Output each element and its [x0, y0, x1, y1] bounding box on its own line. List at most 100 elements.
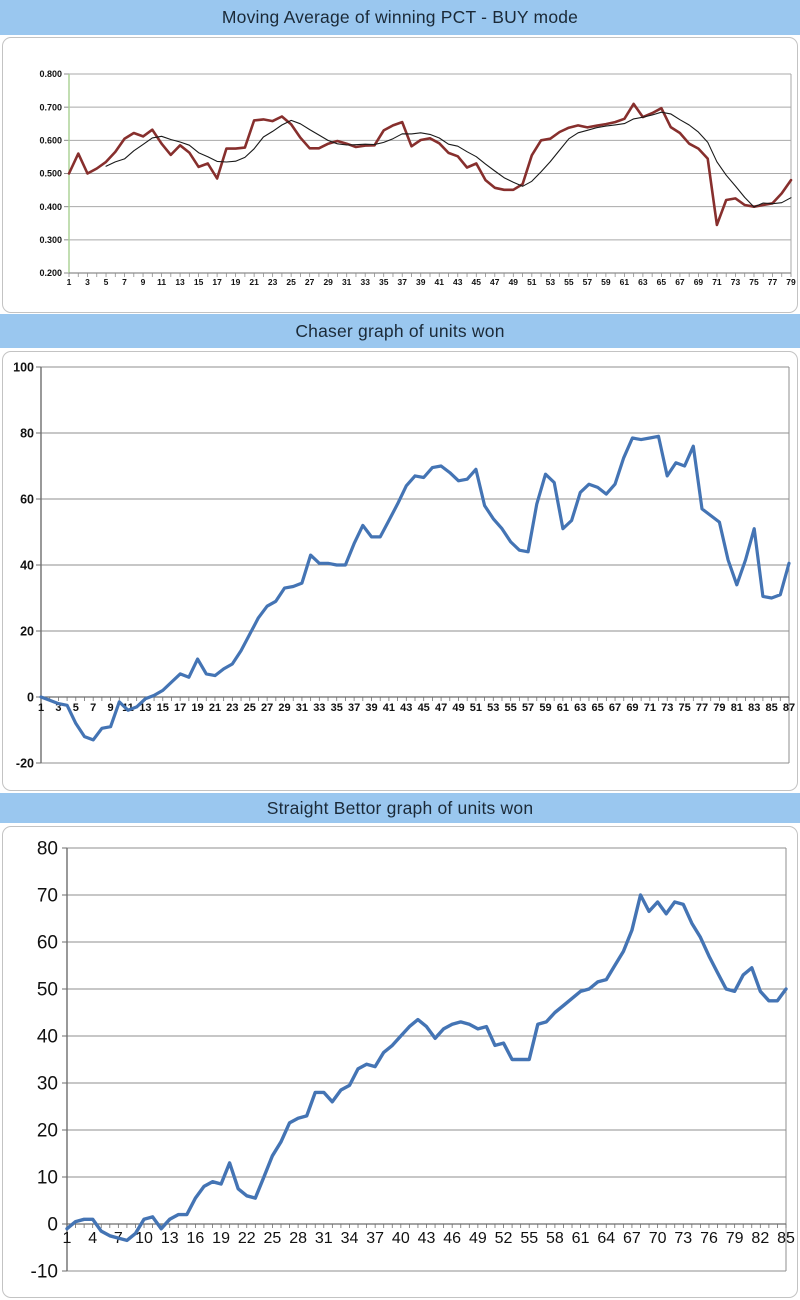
x-tick-label: 47: [435, 702, 447, 714]
x-tick-label: 3: [85, 277, 90, 287]
x-tick-label: 73: [731, 277, 741, 287]
series-line-units-won: [39, 434, 791, 742]
y-tick-label: 50: [37, 980, 58, 1001]
x-tick-label: 61: [557, 702, 569, 714]
x-tick-label: 31: [342, 277, 352, 287]
y-tick-label: 0.200: [39, 268, 62, 278]
x-tick-label: 79: [786, 277, 796, 287]
x-tick-label: 43: [453, 277, 463, 287]
x-tick-label: 15: [157, 702, 169, 714]
x-tick-label: 61: [572, 1230, 590, 1247]
x-tick-label: 35: [379, 277, 389, 287]
x-tick-label: 21: [249, 277, 259, 287]
x-tick-label: 59: [601, 277, 611, 287]
x-tick-label: 41: [435, 277, 445, 287]
x-tick-label: 1: [63, 1230, 72, 1247]
x-tick-label: 34: [341, 1230, 359, 1247]
x-tick-label: 43: [418, 1230, 436, 1247]
x-tick-label: 55: [564, 277, 574, 287]
y-tick-label: -10: [31, 1262, 58, 1283]
x-tick-label: 17: [212, 277, 222, 287]
x-tick-label: 67: [623, 1230, 641, 1247]
y-tick-label: 0.300: [39, 235, 62, 245]
x-tick-label: 82: [751, 1230, 769, 1247]
x-tick-label: 5: [104, 277, 109, 287]
x-tick-label: 3: [55, 702, 61, 714]
x-tick-label: 31: [315, 1230, 333, 1247]
x-tick-label: 46: [443, 1230, 461, 1247]
x-tick-label: 71: [644, 702, 656, 714]
x-tick-label: 55: [505, 702, 517, 714]
series-line-units-won: [65, 893, 788, 1243]
y-tick-label: 30: [37, 1074, 58, 1095]
x-tick-label: 77: [696, 702, 708, 714]
x-tick-label: 83: [748, 702, 760, 714]
x-tick-label: 79: [726, 1230, 744, 1247]
x-tick-label: 22: [238, 1230, 256, 1247]
x-tick-label: 33: [313, 702, 325, 714]
x-tick-label: 37: [397, 277, 407, 287]
chart2-title-band: Chaser graph of units won: [0, 314, 800, 348]
x-tick-label: 73: [674, 1230, 692, 1247]
x-tick-label: 51: [470, 702, 482, 714]
x-tick-label: 59: [539, 702, 551, 714]
chart1-title-band: Moving Average of winning PCT - BUY mode: [0, 0, 800, 35]
x-tick-label: 67: [675, 277, 685, 287]
y-tick-label: 20: [20, 624, 34, 638]
x-tick-label: 43: [400, 702, 412, 714]
x-tick-label: 63: [638, 277, 648, 287]
x-tick-label: 9: [108, 702, 114, 714]
x-tick-label: 70: [649, 1230, 667, 1247]
x-tick-label: 37: [348, 702, 360, 714]
x-tick-label: 35: [331, 702, 343, 714]
x-tick-label: 69: [626, 702, 638, 714]
x-tick-label: 19: [231, 277, 241, 287]
x-tick-label: 23: [226, 702, 238, 714]
x-tick-label: 41: [383, 702, 395, 714]
x-tick-label: 61: [620, 277, 630, 287]
x-tick-label: 87: [783, 702, 795, 714]
x-tick-label: 19: [191, 702, 203, 714]
x-tick-label: 64: [597, 1230, 615, 1247]
x-tick-label: 13: [139, 702, 151, 714]
y-tick-label: 0: [47, 1215, 58, 1236]
y-tick-label: 0.800: [39, 69, 62, 79]
x-tick-label: 5: [73, 702, 79, 714]
x-tick-label: 85: [777, 1230, 795, 1247]
series-line-moving-average-5-: [105, 111, 792, 208]
y-tick-label: 60: [20, 492, 34, 506]
x-tick-label: 7: [122, 277, 127, 287]
x-tick-label: 55: [520, 1230, 538, 1247]
series-line-winning-pct: [67, 102, 793, 227]
x-tick-label: 79: [713, 702, 725, 714]
y-tick-label: 60: [37, 933, 58, 954]
x-tick-label: 29: [278, 702, 290, 714]
y-tick-label: 40: [37, 1027, 58, 1048]
x-tick-label: 75: [749, 277, 759, 287]
y-tick-label: 70: [37, 886, 58, 907]
y-tick-label: 20: [37, 1121, 58, 1142]
y-tick-label: 0.600: [39, 135, 62, 145]
x-tick-label: 27: [305, 277, 315, 287]
y-tick-label: 100: [13, 360, 34, 374]
y-tick-label: 80: [37, 839, 58, 860]
x-tick-label: 15: [194, 277, 204, 287]
x-tick-label: 49: [452, 702, 464, 714]
y-tick-label: 40: [20, 558, 34, 572]
y-tick-label: 0.500: [39, 169, 62, 179]
x-tick-label: 85: [765, 702, 777, 714]
x-tick-label: 69: [694, 277, 704, 287]
x-tick-label: 47: [490, 277, 500, 287]
x-tick-label: 13: [175, 277, 185, 287]
x-tick-label: 81: [731, 702, 743, 714]
x-tick-label: 57: [522, 702, 534, 714]
x-tick-label: 51: [527, 277, 537, 287]
x-tick-label: 17: [174, 702, 186, 714]
x-tick-label: 25: [244, 702, 256, 714]
x-tick-label: 25: [264, 1230, 282, 1247]
chart2-title: Chaser graph of units won: [295, 320, 505, 341]
x-tick-label: 53: [546, 277, 556, 287]
x-tick-label: 39: [416, 277, 426, 287]
